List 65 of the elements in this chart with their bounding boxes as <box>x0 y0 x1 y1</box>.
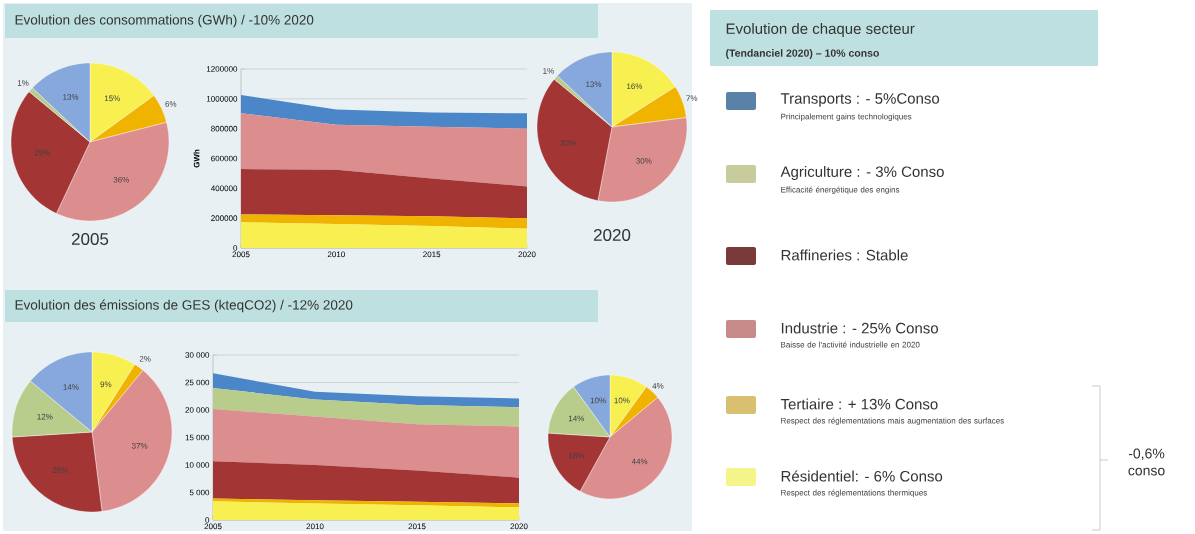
y-tick-label: 1000000 <box>206 95 238 102</box>
data-label: 18% <box>568 452 585 459</box>
text: Principalement gains technologiques <box>781 113 912 121</box>
category-label: Agriculture : - 3% Conso <box>780 166 944 180</box>
data-label: 37% <box>131 443 148 449</box>
data-label: 44% <box>631 458 648 465</box>
y-tick-label: 15 000 <box>185 434 210 441</box>
category-label: Tertiaire : + 13% Conso <box>780 398 938 410</box>
y-tick-label: 5 000 <box>189 489 210 496</box>
data-label: 4% <box>652 383 664 389</box>
data-label: 1% <box>543 68 554 74</box>
x-tick-label: 2010 <box>327 251 345 258</box>
text: (Tendanciel 2020) – 10% conso <box>726 49 879 59</box>
data-label: 12% <box>37 413 53 420</box>
category-label: Résidentiel: - 6% Conso <box>781 470 943 482</box>
data-label: 2% <box>139 356 151 362</box>
data-label: 16% <box>627 83 643 90</box>
y-tick-label: 800000 <box>211 125 238 132</box>
data-label: 1% <box>17 80 29 86</box>
y-tick-label: 200000 <box>211 215 238 221</box>
data-label: 14% <box>568 415 585 422</box>
data-label: 7% <box>686 95 698 102</box>
text: 2005 <box>71 232 109 246</box>
data-label: 36% <box>113 176 129 183</box>
category-label: Industrie : - 25% Conso <box>781 322 939 334</box>
y-tick-label: 25 000 <box>185 379 210 386</box>
data-label: 33% <box>560 139 576 146</box>
x-tick-label: 2015 <box>423 251 441 258</box>
x-tick-label: 2015 <box>408 523 426 530</box>
data-label: 26% <box>52 467 69 474</box>
y-axis-title: GWh <box>193 149 200 168</box>
y-tick-label: 20 000 <box>185 407 210 413</box>
x-tick-label: 2020 <box>518 251 536 258</box>
x-tick-label: 2005 <box>232 251 250 258</box>
data-label: 15% <box>104 95 120 102</box>
text: Respect des réglementations mais augmentation des surfaces <box>781 417 1004 426</box>
y-tick-label: 30 000 <box>185 352 210 358</box>
x-tick-label: 2005 <box>204 523 222 530</box>
data-label: 14% <box>63 384 79 390</box>
y-tick-label: 400000 <box>210 185 238 192</box>
y-tick-label: 0 <box>233 245 238 251</box>
y-tick-label: 10 000 <box>185 462 210 468</box>
data-label: 29% <box>34 149 50 156</box>
category-label: Transports : - 5%Conso <box>780 93 940 107</box>
data-label: 10% <box>614 397 630 404</box>
y-tick-label: 1200000 <box>206 66 238 72</box>
chart-title: Evolution des consommations (GWh) / -10% 2020 <box>15 14 314 28</box>
chart-title: Evolution des émissions de GES (kteqCO2) / -12% 2020 <box>15 299 353 313</box>
data-label: 30% <box>636 158 652 164</box>
text: 2020 <box>593 228 631 242</box>
text: -0,6% conso <box>1128 448 1165 476</box>
y-tick-label: 600000 <box>211 155 238 162</box>
text: Efficacité énergétique des engins <box>781 186 900 195</box>
category-label: Raffineries : Stable <box>781 249 908 261</box>
data-label: 6% <box>165 101 177 107</box>
text: Evolution de chaque secteur <box>726 23 915 37</box>
y-tick-label: 0 <box>205 517 210 523</box>
x-tick-label: 2010 <box>306 523 324 530</box>
data-label: 9% <box>100 381 112 388</box>
data-label: 10% <box>590 397 606 404</box>
data-label: 13% <box>586 81 602 88</box>
x-tick-label: 2020 <box>510 523 528 530</box>
text: Respect des réglementations thermiques <box>781 489 927 498</box>
data-label: 13% <box>63 94 79 100</box>
text: Baisse de l'activité industrielle en 2020 <box>781 341 920 348</box>
